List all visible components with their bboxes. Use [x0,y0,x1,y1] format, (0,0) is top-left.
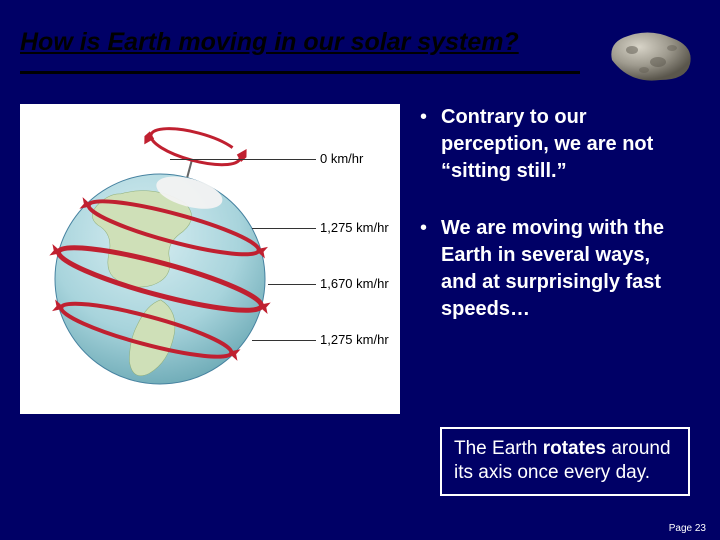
bullet-text: We are moving with the Earth in several … [441,215,690,323]
bullet-item: • Contrary to our perception, we are not… [420,104,690,185]
bullet-text: Contrary to our perception, we are not “… [441,104,690,185]
diagram-column: 0 km/hr 1,275 km/hr 1,670 km/hr 1,275 km/hr [20,104,400,414]
title-area: How is Earth moving in our solar system? [0,0,720,74]
title-rule [20,71,580,74]
slide-title: How is Earth moving in our solar system? [20,28,700,57]
earth-rotation-diagram: 0 km/hr 1,275 km/hr 1,670 km/hr 1,275 km/hr [20,104,400,414]
speed-label: 1,275 km/hr [320,332,389,347]
callout-text-pre: The Earth [454,438,543,459]
speed-label: 1,670 km/hr [320,276,389,291]
bullet-mark: • [420,104,427,185]
callout-box: The Earth rotates around its axis once e… [440,427,690,496]
content-area: 0 km/hr 1,275 km/hr 1,670 km/hr 1,275 km/hr… [0,74,720,414]
bullet-mark: • [420,215,427,323]
bullet-item: • We are moving with the Earth in severa… [420,215,690,323]
page-number: Page 23 [669,523,706,534]
callout-text-strong: rotates [543,438,606,459]
speed-label: 0 km/hr [320,151,363,166]
speed-label: 1,275 km/hr [320,220,389,235]
text-column: • Contrary to our perception, we are not… [420,104,690,414]
